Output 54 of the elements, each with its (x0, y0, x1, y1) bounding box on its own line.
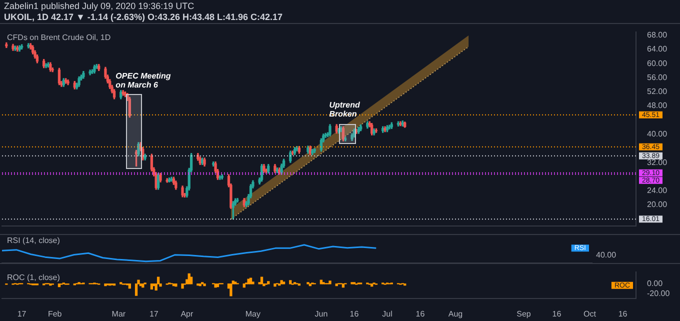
x-tick-label: Sep (516, 309, 532, 318)
bar (289, 280, 292, 284)
annotation: OPEC Meeting on March 6 (116, 71, 171, 90)
x-tick-label: Jul (382, 309, 393, 318)
bar (214, 284, 217, 288)
annotation: Uptrend Broken (329, 100, 361, 119)
x-tick-label: Apr (180, 309, 194, 318)
x-tick-label: May (245, 309, 261, 318)
y-tick-label: 64.00 (647, 44, 668, 54)
bar (128, 284, 132, 289)
bar (242, 284, 246, 288)
text: Zabelin1 published July 09, 2020 19:36:19 UTC (4, 1, 196, 12)
chart-title: CFDs on Brent Crude Oil, 1D (7, 33, 111, 42)
bar (252, 282, 254, 284)
y-tick-label: 48.00 (647, 101, 668, 110)
y-tick-label: 32.00 (647, 158, 668, 167)
x-tick-label: 16 (350, 309, 360, 318)
y-tick-label: 40.00 (647, 130, 668, 139)
chart-title: RSI (14, close) (7, 236, 60, 246)
y-tick-label: 52.00 (647, 87, 668, 96)
y-tick-label: 0.00 (647, 279, 664, 288)
x-tick-label: 17 (17, 309, 27, 318)
candlestick (218, 175, 222, 180)
bar (274, 284, 276, 287)
x-tick-label: Feb (48, 309, 62, 318)
y-tick-label: -20.00 (647, 288, 670, 298)
y-tick-label: 60.00 (647, 58, 668, 68)
bar (328, 280, 332, 284)
text: 40.00 (596, 250, 617, 260)
x-tick-label: Mar (112, 309, 126, 318)
candlestick (236, 198, 239, 202)
bar (230, 284, 232, 296)
x-tick-label: Aug (448, 309, 463, 318)
x-tick-label: 16 (416, 309, 426, 318)
x-tick-label: 16 (618, 309, 628, 318)
y-tick-label: 56.00 (647, 72, 668, 82)
bar (142, 284, 144, 288)
bar (342, 284, 345, 288)
x-tick-label: Oct (584, 309, 597, 318)
y-tick-label: 24.00 (647, 186, 668, 196)
chart-subtitle: UKOIL, 1D 42.17 ▼ -1.14 (-2.63%) O:43.26 H:43.48 L:41.96 C:42.17 (4, 12, 284, 22)
bar (134, 284, 138, 296)
chart-title: ROC (1, close) (7, 273, 60, 282)
y-tick-label: 68.00 (647, 30, 668, 40)
bar (267, 281, 270, 284)
bar (174, 284, 178, 287)
y-tick-label: 20.00 (647, 200, 668, 210)
bar (247, 278, 250, 284)
candlestick (388, 124, 391, 130)
bar (280, 280, 283, 284)
x-tick-label: 17 (149, 309, 159, 318)
bar (181, 284, 184, 289)
x-tick-label: Jun (314, 309, 328, 318)
x-tick-label: 16 (552, 309, 562, 318)
